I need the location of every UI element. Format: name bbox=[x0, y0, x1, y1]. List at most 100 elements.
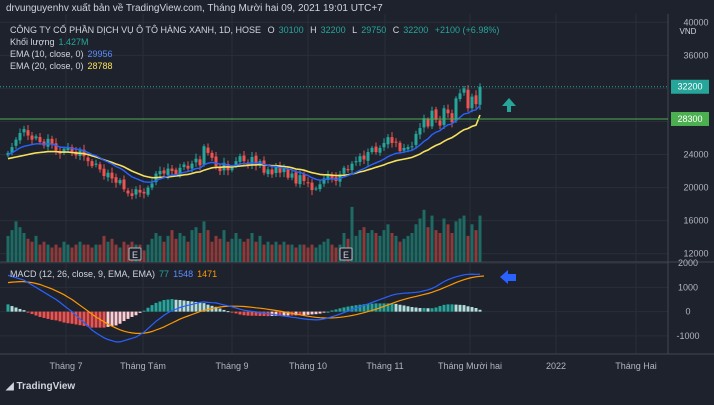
support-price-badge bbox=[671, 111, 709, 126]
ema20-legend[interactable]: EMA (20, close, 0) 28788 bbox=[10, 61, 117, 71]
macd-legend[interactable]: MACD (12, 26, close, 9, EMA, EMA) 77 1548 1… bbox=[10, 269, 221, 279]
volume-bar bbox=[318, 244, 322, 262]
volume-bar bbox=[246, 238, 250, 262]
candle-body bbox=[382, 142, 386, 148]
volume-bar bbox=[86, 244, 90, 262]
ema20-value: 28788 bbox=[87, 61, 113, 71]
candle-body bbox=[302, 174, 306, 181]
volume-bar bbox=[214, 235, 218, 262]
candle-body bbox=[458, 93, 462, 99]
macd-histogram-bar bbox=[18, 308, 22, 312]
macd-histogram-bar bbox=[438, 306, 442, 312]
macd-histogram-bar bbox=[14, 307, 18, 312]
volume-bar bbox=[22, 233, 26, 262]
volume-legend[interactable]: Khối lượng 1.427M bbox=[10, 37, 92, 47]
candle-body bbox=[186, 165, 190, 169]
candle-body bbox=[98, 164, 102, 170]
candles bbox=[6, 83, 482, 200]
macd-histogram-bar bbox=[450, 304, 454, 312]
candle-body bbox=[378, 147, 382, 153]
volume-bar bbox=[182, 235, 186, 262]
candle-body bbox=[50, 138, 54, 145]
macd-histogram-bar bbox=[414, 307, 418, 312]
candle-body bbox=[182, 164, 186, 168]
volume-bar bbox=[274, 241, 278, 262]
candle-body bbox=[86, 157, 90, 162]
ema10-legend[interactable]: EMA (10, close, 0) 29956 bbox=[10, 49, 117, 59]
volume-bar bbox=[350, 206, 354, 262]
macd-histogram-bar bbox=[114, 311, 118, 326]
close-value: 32200 bbox=[403, 25, 429, 35]
macd-histogram-bar bbox=[470, 307, 474, 312]
candle-body bbox=[438, 120, 442, 126]
candle-body bbox=[210, 152, 214, 158]
ema10-label: EMA (10, close, 0) bbox=[10, 49, 84, 59]
macd-histogram-bar bbox=[150, 305, 154, 312]
candle-body bbox=[466, 89, 470, 109]
candle-body bbox=[34, 136, 38, 139]
candle-body bbox=[26, 130, 30, 136]
change-value: +2100 (+6.98%) bbox=[434, 25, 500, 35]
tradingview-logo[interactable]: ◢ TradingView bbox=[6, 381, 75, 392]
macd-histogram-bar bbox=[446, 304, 450, 312]
macd-histogram-bar bbox=[462, 305, 466, 312]
macd-histogram-bar bbox=[62, 311, 66, 323]
candle-body bbox=[394, 141, 398, 143]
macd-histogram-bar bbox=[430, 308, 434, 312]
macd-histogram-bar bbox=[198, 302, 202, 312]
volume-bar bbox=[50, 247, 54, 262]
volume-bar bbox=[374, 233, 378, 262]
volume-bar bbox=[30, 241, 34, 262]
volume-bar bbox=[94, 244, 98, 262]
macd-histogram-bar bbox=[118, 311, 122, 324]
symbol-title[interactable]: CÔNG TY CỔ PHẦN DỊCH VỤ Ô TÔ HÀNG XANH, … bbox=[10, 25, 262, 35]
macd-histogram-bar bbox=[50, 311, 54, 320]
price-tick-label: 20000 bbox=[683, 183, 708, 193]
macd-histogram-bar bbox=[90, 311, 94, 328]
candle-body bbox=[138, 189, 142, 193]
high-value: 32200 bbox=[320, 25, 346, 35]
volume-bar bbox=[226, 241, 230, 262]
volume-bar bbox=[222, 230, 226, 262]
tradingview-brand: TradingView bbox=[16, 381, 76, 392]
candle-body bbox=[362, 155, 366, 160]
candle-body bbox=[446, 109, 450, 114]
candle-body bbox=[470, 96, 474, 109]
macd-histogram-bar bbox=[466, 306, 470, 312]
macd-histogram-bar bbox=[110, 311, 114, 327]
open-value: 30100 bbox=[278, 25, 304, 35]
macd-histogram-bar bbox=[286, 311, 290, 316]
volume-bar bbox=[362, 227, 366, 262]
volume-bar bbox=[466, 235, 470, 262]
volume-bar bbox=[154, 233, 158, 262]
macd-histogram-bar bbox=[170, 299, 174, 312]
symbol-legend[interactable]: CÔNG TY CỔ PHẦN DỊCH VỤ Ô TÔ HÀNG XANH, … bbox=[10, 25, 503, 35]
candle-body bbox=[266, 169, 270, 175]
volume-bar bbox=[34, 235, 38, 262]
candle-body bbox=[178, 167, 182, 176]
candle-body bbox=[126, 190, 130, 194]
volume-bar bbox=[414, 224, 418, 262]
price-tick-label: 12000 bbox=[683, 249, 708, 259]
macd-histogram-bar bbox=[22, 310, 26, 312]
candle-body bbox=[18, 133, 22, 141]
volume-bar bbox=[10, 230, 14, 262]
candle-body bbox=[142, 191, 146, 194]
volume-bar bbox=[110, 238, 114, 262]
volume-bar bbox=[354, 235, 358, 262]
candle-body bbox=[114, 177, 118, 183]
volume-bar bbox=[210, 241, 214, 262]
candle-body bbox=[290, 173, 294, 178]
macd-histogram-bar bbox=[162, 300, 166, 312]
candle-body bbox=[426, 119, 430, 127]
low-value: 29750 bbox=[361, 25, 387, 35]
macd-histogram-bar bbox=[30, 311, 34, 315]
candle-body bbox=[174, 169, 178, 175]
macd-histogram-bar bbox=[54, 311, 58, 321]
price-tick-label: 24000 bbox=[683, 150, 708, 160]
macd-histogram-bar bbox=[242, 311, 246, 316]
macd-histogram-bar bbox=[334, 309, 338, 312]
volume-bar bbox=[238, 238, 242, 262]
candle-body bbox=[46, 138, 50, 147]
